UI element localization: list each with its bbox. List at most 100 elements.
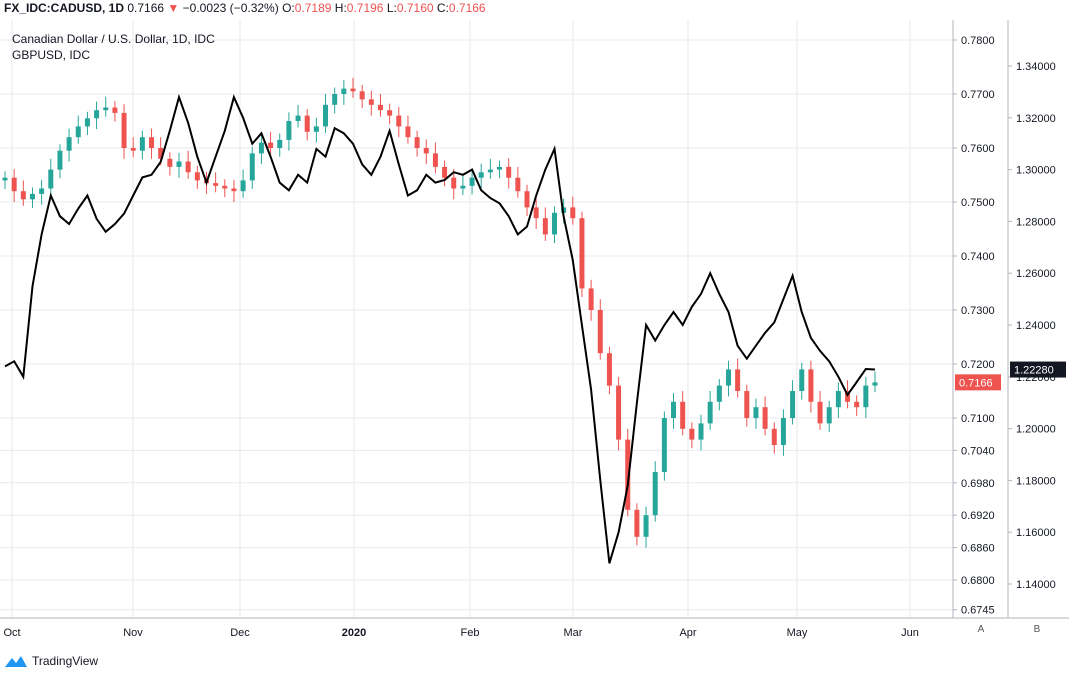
candle-body [735,369,741,391]
candle-body [799,369,805,391]
cad-tick-label: 0.7040 [961,445,995,457]
candle-body [121,112,127,148]
candle-body [332,94,338,105]
candle-body [185,161,191,173]
candle-body [130,148,136,151]
candle-body [213,183,219,186]
candle-body [268,142,274,148]
candle-body [66,137,72,151]
candle-body [359,91,365,100]
candle-body [350,88,356,92]
candle-body [753,407,759,418]
time-tick-label: May [787,627,808,639]
time-tick-label: Feb [461,627,480,639]
candle-body [551,212,557,235]
candle-body [506,166,512,178]
candle-body [149,137,155,148]
candle-body [48,169,54,189]
candle-body [396,115,402,127]
high-value: 0.7196 [346,1,384,15]
candle-body [258,142,264,154]
candle-body [725,369,731,386]
candle-body [158,148,164,159]
cad-tick-label: 0.7700 [961,89,995,101]
candle-body [20,191,26,200]
candle-body [194,172,200,181]
candle-body [139,137,145,151]
candle-body [75,126,81,138]
cad-price-axis[interactable]: 0.7800 0.7700 0.7600 0.7500 0.7400 0.7300 0.72… [953,35,995,617]
candle-body [780,418,786,445]
candle-body [460,185,466,189]
brand-name: TradingView [32,654,99,668]
time-tick-label: Dec [230,627,250,639]
candle-body [863,385,869,408]
candle-body [515,177,521,192]
candle-body [313,126,319,132]
gbp-price-axis[interactable]: 1.34000 1.32000 1.30000 1.28000 1.26000 1.240… [1008,61,1056,591]
cad-last-price-tag: 0.7166 [955,374,1001,391]
cad-tick-label: 0.7100 [961,413,995,425]
candle-body [478,172,484,178]
cadusd-candles [2,77,878,548]
open-value: 0.7189 [294,1,332,15]
cad-last-price-label: 0.7166 [959,377,993,389]
candle-body [497,166,503,170]
candle-body [176,161,182,167]
time-tick-label: Mar [564,627,583,639]
candle-body [377,104,383,111]
candle-body [579,218,585,289]
symbol-name[interactable]: FX_IDC:CADUSD, 1D [4,1,125,15]
last-price: 0.7166 [127,1,165,15]
candle-body [368,99,374,105]
cad-tick-label: 0.6800 [961,575,995,587]
candle-body [826,407,832,424]
candle-body [661,418,667,472]
candle-body [698,423,704,440]
gbp-tick-label: 1.28000 [1016,216,1056,228]
time-tick-label: Apr [679,627,696,639]
candle-body [542,218,548,235]
gbp-tick-label: 1.26000 [1016,268,1056,280]
candle-body [835,391,841,408]
candle-body [323,104,329,127]
price-chart[interactable]: 0.7800 0.7700 0.7600 0.7500 0.7400 0.7300 0.72… [0,0,1069,650]
candle-body [872,382,878,386]
candle-body [643,515,649,537]
candle-body [524,191,530,208]
candle-body [634,509,640,537]
footer-brand[interactable]: TradingView [4,652,98,670]
symbol-header: FX_IDC:CADUSD, 1D 0.7166 ▼ −0.0023 (−0.3… [4,1,486,19]
candle-body [771,428,777,445]
candle-body [11,177,17,192]
candle-body [240,180,246,192]
chart-title: Canadian Dollar / U.S. Dollar, 1D, IDC [12,32,215,46]
low-label: L: [386,1,397,15]
gbp-last-price-label: 1.22280 [1014,365,1054,377]
cad-tick-label: 0.6980 [961,478,995,490]
close-label: C: [436,1,449,15]
scale-b-button[interactable]: B [1033,624,1041,635]
grid-lines [0,20,953,618]
cad-tick-label: 0.7400 [961,251,995,263]
candle-body [432,153,438,167]
auto-scale-button[interactable]: A [977,624,985,635]
time-axis[interactable]: Oct Nov Dec 2020 Feb Mar Apr May Jun [3,627,918,639]
candle-body [103,107,109,111]
candle-body [94,110,100,119]
candle-body [57,150,63,170]
candle-body [295,115,301,121]
cad-tick-label: 0.7300 [961,305,995,317]
candle-body [231,188,237,192]
gbp-tick-label: 1.18000 [1016,475,1056,487]
candle-body [616,385,622,440]
price-change: −0.0023 (−0.32%) [182,1,279,15]
candle-body [405,126,411,138]
time-tick-label: 2020 [342,627,366,639]
gbp-tick-label: 1.14000 [1016,579,1056,591]
candle-body [29,193,35,200]
candle-body [744,391,750,418]
candle-body [680,401,686,429]
candle-body [2,177,8,181]
cad-tick-label: 0.7600 [961,143,995,155]
